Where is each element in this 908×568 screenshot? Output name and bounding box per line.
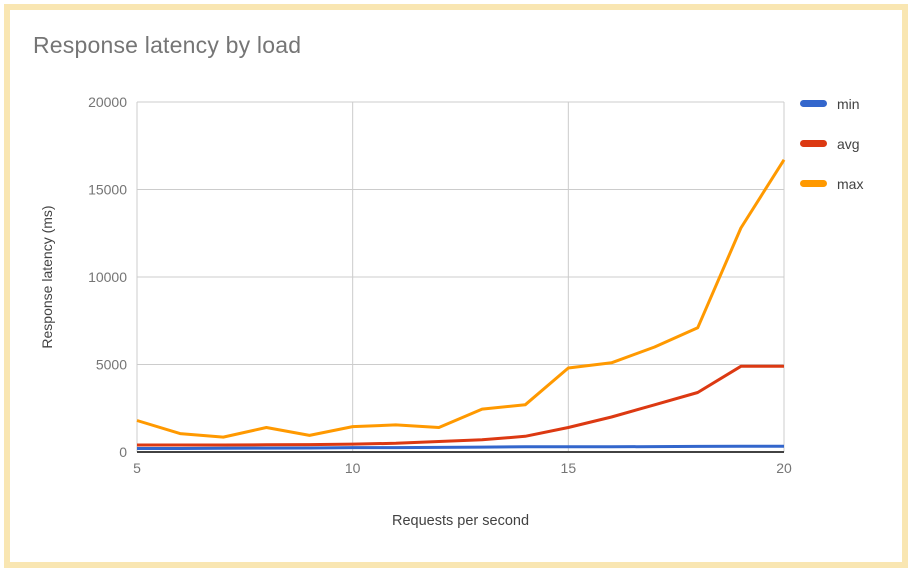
y-tick-label-5000: 5000 xyxy=(96,357,127,373)
chart-title: Response latency by load xyxy=(33,32,302,58)
y-axis-title: Response latency (ms) xyxy=(39,205,55,349)
legend-item-min: min xyxy=(800,93,863,114)
series-line-min xyxy=(137,444,784,450)
legend-item-max: max xyxy=(800,173,863,194)
chart-legend: min avg max xyxy=(800,93,863,194)
x-tick-label-5: 5 xyxy=(133,460,141,476)
y-tick-label-20000: 20000 xyxy=(88,94,127,110)
legend-swatch-max xyxy=(800,180,827,187)
series-line-avg xyxy=(137,364,784,447)
legend-label-min: min xyxy=(837,95,860,112)
x-tick-label-20: 20 xyxy=(776,460,792,476)
x-axis-title: Requests per second xyxy=(391,513,530,529)
y-tick-label-15000: 15000 xyxy=(88,182,127,198)
series-line-max xyxy=(136,158,786,439)
legend-item-avg: avg xyxy=(800,133,863,154)
legend-swatch-min xyxy=(800,100,827,107)
x-tick-label-15: 15 xyxy=(561,460,577,476)
legend-swatch-avg xyxy=(800,140,827,147)
x-tick-label-10: 10 xyxy=(345,460,361,476)
legend-label-max: max xyxy=(837,175,864,192)
y-tick-label-0: 0 xyxy=(119,444,127,460)
y-tick-label-10000: 10000 xyxy=(88,269,127,285)
card-frame xyxy=(4,4,908,568)
legend-label-avg: avg xyxy=(837,135,860,152)
